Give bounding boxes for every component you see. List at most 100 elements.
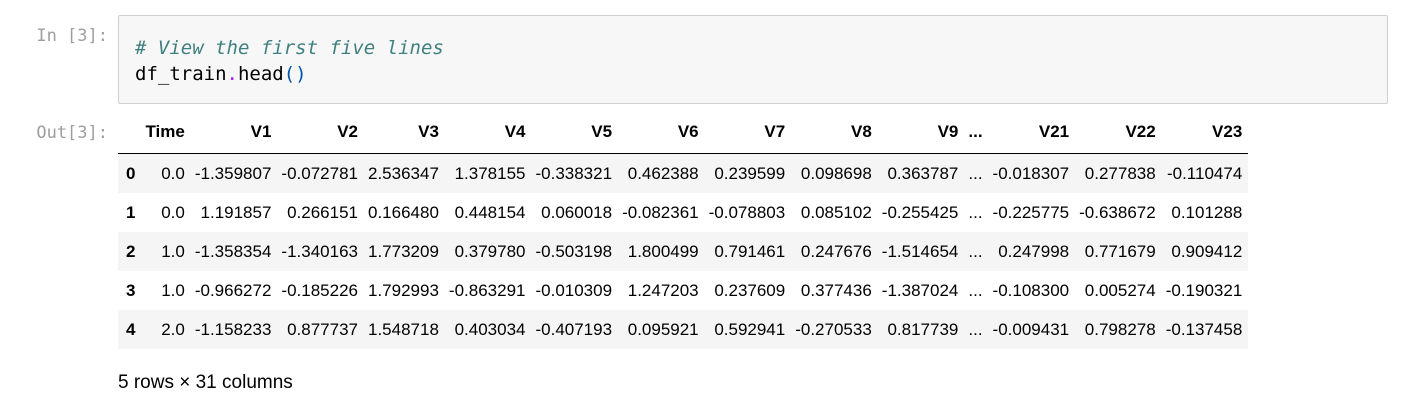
table-cell: 0.266151: [287, 202, 358, 222]
table-cell: ...: [968, 163, 983, 183]
table-row: 1 0.0 1.191857 0.266151 0.166480 0.448154 0.06…: [118, 193, 1249, 232]
table-cell: 0.0: [161, 202, 185, 222]
table-cell: -0.078803: [708, 202, 786, 222]
table-cell: 1.378155: [454, 163, 526, 183]
table-cell: 0.247998: [998, 241, 1070, 261]
code-object: df_train: [135, 63, 227, 85]
index-header: [118, 110, 142, 154]
table-cell: -0.863291: [448, 280, 526, 300]
column-header: V5: [531, 110, 619, 154]
table-row: 0 0.0 -1.359807 -0.072781 2.536347 1.378155 -0…: [118, 153, 1249, 193]
table-cell: 1.773209: [368, 241, 439, 261]
table-cell: 0.098698: [800, 163, 872, 183]
table-header-row: Time V1 V2 V3 V4 V5 V6 V7 V8 V9... V21 V22 V23: [118, 110, 1249, 154]
column-header: V22: [1075, 110, 1162, 154]
table-cell: 0.237609: [714, 280, 786, 300]
code-cell[interactable]: # View the first five lines df_train.hea…: [118, 15, 1388, 104]
column-header: ...: [964, 110, 989, 154]
column-header: V1: [190, 110, 278, 154]
dataframe-table: Time V1 V2 V3 V4 V5 V6 V7 V8 V9... V21 V22 V23 0 0.0-…: [118, 110, 1249, 349]
code-dot: .: [226, 63, 238, 85]
dataframe-shape-text: 5 rows × 31 columns: [118, 372, 293, 393]
table-cell: -0.082361: [622, 202, 699, 222]
table-cell: 0.060018: [541, 202, 613, 222]
column-header: V9: [877, 110, 965, 154]
table-cell: -0.638672: [1079, 202, 1156, 222]
table-cell: -0.010309: [535, 280, 613, 300]
table-row: 2 1.0 -1.358354 -1.340163 1.773209 0.379780 -0…: [118, 232, 1249, 271]
table-cell: 1.247203: [627, 280, 699, 300]
table-cell: 0.379780: [454, 241, 526, 261]
row-index: 2: [126, 241, 136, 261]
table-cell: 0.462388: [627, 163, 699, 183]
table-cell: -0.108300: [992, 280, 1070, 300]
table-cell: 0.0: [161, 163, 185, 183]
table-row: 4 2.0 -1.158233 0.877737 1.548718 0.403034 -0.…: [118, 310, 1249, 349]
table-cell: 0.005274: [1084, 280, 1156, 300]
table-cell: 0.592941: [714, 319, 786, 339]
table-cell: -0.110474: [1166, 163, 1243, 183]
code-comment: # View the first five lines: [135, 37, 444, 59]
code-editor[interactable]: # View the first five lines df_train.hea…: [135, 35, 444, 87]
table-cell: 0.166480: [368, 202, 439, 222]
output-area: Time V1 V2 V3 V4 V5 V6 V7 V8 V9... V21 V22 V23 0 0.0-…: [118, 110, 1389, 350]
table-cell: 2.536347: [368, 163, 439, 183]
table-cell: 0.239599: [714, 163, 786, 183]
table-cell: 0.817739: [887, 319, 959, 339]
table-cell: -0.137458: [1165, 319, 1243, 339]
table-cell: 0.448154: [454, 202, 526, 222]
row-index: 1: [126, 202, 136, 222]
table-cell: ...: [968, 241, 983, 261]
table-cell: -0.009431: [992, 319, 1070, 339]
table-cell: 1.792993: [368, 280, 439, 300]
table-cell: -1.514654: [881, 241, 959, 261]
table-cell: 0.771679: [1084, 241, 1156, 261]
code-method: head: [237, 63, 284, 85]
table-cell: 0.101288: [1171, 202, 1243, 222]
table-cell: 0.363787: [887, 163, 959, 183]
table-cell: -0.966272: [194, 280, 272, 300]
table-cell: 1.548718: [368, 319, 439, 339]
table-cell: -0.190321: [1165, 280, 1243, 300]
column-header: V3: [364, 110, 445, 154]
table-cell: 0.403034: [454, 319, 526, 339]
output-prompt: Out[3]:: [36, 123, 108, 143]
column-header: V2: [277, 110, 364, 154]
table-cell: -1.387024: [881, 280, 959, 300]
table-cell: -1.158233: [194, 319, 272, 339]
table-cell: -0.072781: [281, 163, 358, 183]
column-header: V21: [988, 110, 1076, 154]
table-cell: -1.358354: [194, 241, 272, 261]
table-cell: -0.018307: [992, 163, 1070, 183]
table-cell: -0.185226: [281, 280, 358, 300]
table-cell: -0.407193: [535, 319, 613, 339]
table-cell: 2.0: [161, 319, 185, 339]
table-cell: 0.277838: [1084, 163, 1156, 183]
table-cell: -0.225775: [992, 202, 1070, 222]
table-cell: 0.877737: [287, 319, 358, 339]
table-cell: -0.503198: [535, 241, 613, 261]
table-cell: 0.095921: [627, 319, 699, 339]
column-header: V7: [704, 110, 792, 154]
table-cell: -0.270533: [795, 319, 872, 339]
table-cell: 0.247676: [800, 241, 872, 261]
table-cell: ...: [968, 319, 983, 339]
table-row: 3 1.0 -0.966272 -0.185226 1.792993 -0.863291-…: [118, 271, 1249, 310]
table-cell: -1.359807: [194, 163, 272, 183]
table-body: 0 0.0 -1.359807 -0.072781 2.536347 1.378155 -0…: [118, 153, 1249, 349]
column-header: V8: [791, 110, 878, 154]
column-header: V23: [1161, 110, 1249, 154]
table-cell: ...: [968, 280, 983, 300]
input-prompt: In [3]:: [36, 26, 108, 46]
table-cell: -0.255425: [881, 202, 959, 222]
row-index: 3: [126, 280, 136, 300]
table-cell: -1.340163: [281, 241, 358, 261]
table-cell: 0.377436: [800, 280, 872, 300]
table-cell: 1.0: [161, 280, 185, 300]
row-index: 4: [126, 319, 136, 339]
table-cell: 1.800499: [627, 241, 699, 261]
table-cell: ...: [968, 202, 983, 222]
table-cell: 0.909412: [1171, 241, 1243, 261]
table-cell: 1.191857: [200, 202, 272, 222]
row-index: 0: [126, 163, 136, 183]
